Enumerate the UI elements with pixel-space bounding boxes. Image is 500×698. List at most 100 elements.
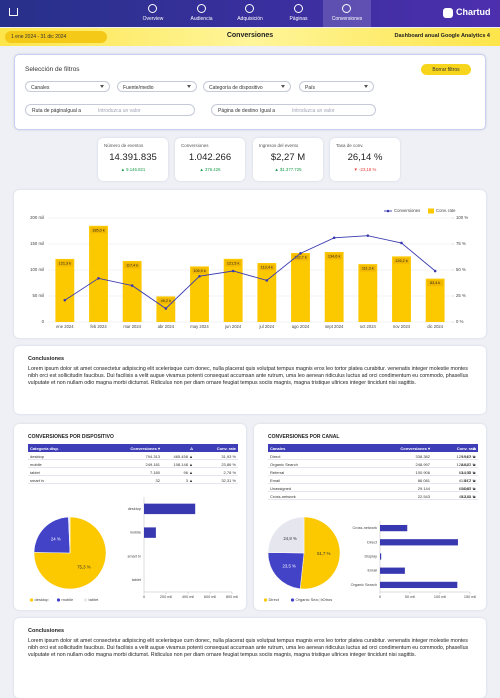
table-card: CONVERSIONES POR DISPOSITIVO Categoría di… [14, 424, 246, 610]
tab-label: Overview [129, 16, 177, 22]
reset-label: Borrar filtros [421, 67, 471, 73]
kpi-value: $2,27 M [253, 152, 323, 163]
table-title: CONVERSIONES POR CANAL [268, 434, 339, 440]
kpi-value: 1.042.266 [175, 152, 245, 163]
table-cell: tablet [30, 470, 40, 475]
input-placeholder: Introduzca un valor [292, 108, 335, 114]
table-cell: 338.382 [416, 454, 430, 459]
kpi-label: Número de eventos [104, 143, 143, 148]
dropdown[interactable]: Fuente/medio [117, 81, 197, 92]
conclusions-text: Lorem ipsum dolor sit amet consectetur a… [28, 638, 472, 660]
nav-tab[interactable]: Conversiones [323, 0, 371, 27]
table-cell: 249.181 [146, 462, 160, 467]
table-cell: 54,7 % [464, 478, 476, 483]
logo: Chartud [456, 7, 491, 17]
table-cell: 100.906 [416, 470, 430, 475]
input-label: Ruta de página [32, 108, 66, 114]
dropdown-label: País [305, 85, 315, 91]
kpi-value: 26,14 % [330, 152, 400, 163]
tab-icon [245, 4, 254, 13]
table-title: CONVERSIONES POR DISPOSITIVO [28, 434, 114, 440]
reset-button[interactable]: Borrar filtros [421, 64, 471, 75]
table-cell: 19,03 % [461, 454, 476, 459]
dropdown[interactable]: País [299, 81, 374, 92]
input-operator: Igual a [260, 108, 275, 114]
kpi-label: Tasa de conv. [336, 143, 363, 148]
home-icon [9, 8, 18, 16]
input-label: Página de destino [218, 108, 258, 114]
dropdown-label: Fuente/medio [123, 85, 154, 91]
kpi-card: Tasa de conv.26,14 %▼ -23,18 % [330, 138, 400, 181]
dropdown-caret [364, 85, 368, 88]
kpi-delta: ▲ $1.377.725 [253, 167, 323, 172]
dropdown-caret [281, 85, 285, 88]
table-cell: 32 [156, 478, 160, 483]
dropdown-label: Canales [31, 85, 49, 91]
nav-tab[interactable]: Overview [129, 0, 177, 27]
page-subtitle: Dashboard anual Google Analytics 4 [395, 33, 490, 39]
column-header: Categoría disp. [30, 446, 59, 451]
table-cell: 2,78 % [224, 470, 236, 475]
table-cell: Direct [270, 454, 280, 459]
kpi-card: Ingresos del evento$2,27 M▲ $1.377.725 [253, 138, 323, 181]
table-cell: 44,21 % [461, 462, 476, 467]
table-cell: 36,87 % [461, 486, 476, 491]
filter-panel: Selección de filtros Borrar filtros Canale… [14, 54, 486, 130]
nav-tab[interactable]: Adquisición [226, 0, 274, 27]
table-cell: 29.144 [418, 486, 430, 491]
tab-label: Audiencia [178, 16, 226, 22]
dropdown-caret [187, 85, 191, 88]
column-header: Conversiones ▾ [130, 446, 160, 451]
table-cell: Email [270, 478, 280, 483]
table-cell: desktop [30, 454, 44, 459]
tab-label: Conversiones [323, 16, 371, 22]
column-header: Conv. rate [217, 446, 236, 451]
date-picker[interactable]: 1 ene 2024 - 31 dic 2024 [5, 31, 107, 43]
nav-tab[interactable]: Páginas [275, 0, 323, 27]
logo-icon [443, 8, 453, 18]
table-cell: Cross-network [270, 494, 296, 499]
dropdown-label: Categoría de dispositivo [209, 85, 263, 91]
tab-icon [197, 4, 206, 13]
conclusions-title: Conclusiones [28, 356, 64, 362]
filter-title: Selección de filtros [25, 66, 80, 73]
nav-tab[interactable]: Audiencia [178, 0, 226, 27]
dropdown[interactable]: Categoría de dispositivo [203, 81, 291, 92]
kpi-value: 14.391.835 [98, 152, 168, 163]
input-placeholder: Introduzca un valor [98, 108, 141, 114]
page-title: Conversiones [150, 32, 350, 39]
date-range: 1 ene 2024 - 31 dic 2024 [11, 34, 66, 40]
table-cell: 3 ▲ [186, 478, 193, 483]
column-header: Canales [270, 446, 285, 451]
tab-label: Adquisición [226, 16, 274, 22]
table-cell: 42,44 % [461, 494, 476, 499]
table-cell: 23,86 % [221, 462, 236, 467]
tab-icon [294, 4, 303, 13]
table-cell: 7.180 [150, 470, 160, 475]
combo-chart-card [14, 190, 486, 338]
column-header: Conversiones ▾ [400, 446, 430, 451]
table-cell: 32,31 % [221, 478, 236, 483]
dropdown[interactable]: Canales [25, 81, 110, 92]
dropdown-caret [100, 85, 104, 88]
table-cell: 248.997 [416, 462, 430, 467]
table-cell: Unassigned [270, 486, 291, 491]
kpi-delta: ▲ 376.426 [175, 167, 245, 172]
